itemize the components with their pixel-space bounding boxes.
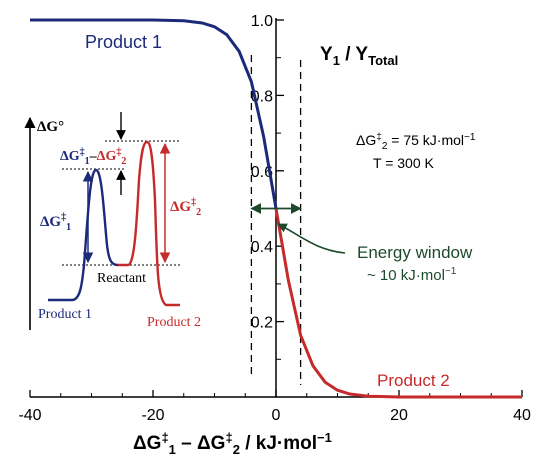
x-tick-label-2: 0 [272, 407, 281, 424]
inset-profile-product-1 [48, 168, 119, 302]
x-tick-marks [29, 390, 523, 397]
y-tick-label-0: 0.2 [251, 315, 273, 332]
parameter-temperature: T = 300 K [373, 155, 435, 171]
x-tick-label-3: 20 [390, 407, 408, 424]
x-tick-labels: -40 -20 0 20 40 [18, 407, 531, 424]
y-axis-label: Y1 / YTotal [320, 44, 398, 68]
x-tick-label-1: -20 [141, 407, 164, 424]
y-tick-marks [276, 19, 284, 360]
inset-profile-product-2 [118, 140, 180, 307]
curve-label-product-2: Product 2 [377, 371, 450, 390]
energy-window-leader [277, 223, 346, 254]
inset-label-dg2: ΔG‡2 [170, 197, 201, 218]
energy-window-label: Energy window [357, 243, 473, 262]
x-tick-label-4: 40 [513, 407, 531, 424]
series-line-product-2 [274, 208, 522, 399]
y-tick-label-4: 1.0 [251, 13, 273, 30]
y-tick-label-1: 0.4 [251, 239, 273, 256]
energy-window-value: ~ 10 kJ·mol−1 [367, 266, 457, 284]
curve-label-product-1: Product 1 [85, 32, 162, 52]
y-tick-label-2: 0.6 [251, 164, 273, 181]
energy-diagram-inset: ΔG° ΔG‡1–ΔG‡2 ΔG‡1 ΔG‡2 Reactant Product… [24, 112, 201, 330]
parameter-dg2: ΔG‡2 = 75 kJ·mol−1 [356, 132, 476, 152]
inset-label-dg1: ΔG‡1 [40, 212, 71, 233]
inset-label-product-1: Product 1 [38, 307, 92, 322]
x-axis-label: ΔG‡1 – ΔG‡2 / kJ·mol−1 [133, 430, 332, 457]
x-tick-label-0: -40 [18, 407, 41, 424]
inset-energy-axis-label: ΔG° [37, 119, 64, 135]
inset-label-ddg: ΔG‡1–ΔG‡2 [60, 147, 126, 167]
inset-label-reactant: Reactant [97, 271, 146, 286]
series-line-product-1 [30, 18, 278, 209]
inset-label-product-2: Product 2 [147, 315, 201, 330]
